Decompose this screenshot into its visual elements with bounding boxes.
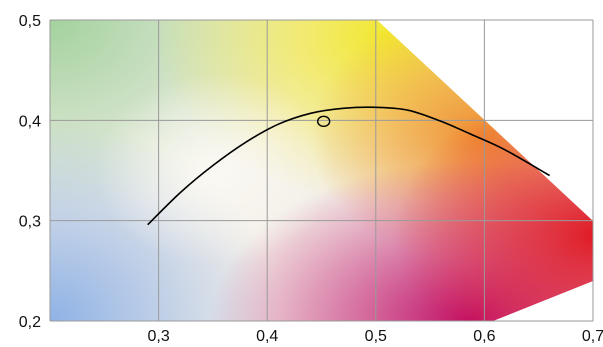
x-tick-labels: 0,3 0,4 0,5 0,6 0,7 (147, 328, 603, 345)
y-tick-label: 0,2 (19, 314, 41, 331)
y-tick-label: 0,4 (19, 113, 41, 130)
y-tick-labels: 0,5 0,4 0,3 0,2 (19, 13, 41, 331)
x-tick-label: 0,4 (256, 328, 278, 345)
x-tick-label: 0,7 (582, 328, 603, 345)
y-tick-label: 0,3 (19, 214, 41, 231)
y-tick-label: 0,5 (19, 13, 41, 30)
white-point-marker (316, 115, 331, 128)
x-tick-label: 0,3 (147, 328, 169, 345)
x-tick-label: 0,5 (365, 328, 387, 345)
x-tick-label: 0,6 (473, 328, 495, 345)
planckian-locus-line (147, 106, 550, 226)
chromaticity-color-field (50, 20, 593, 321)
grid-lines (49, 19, 594, 322)
